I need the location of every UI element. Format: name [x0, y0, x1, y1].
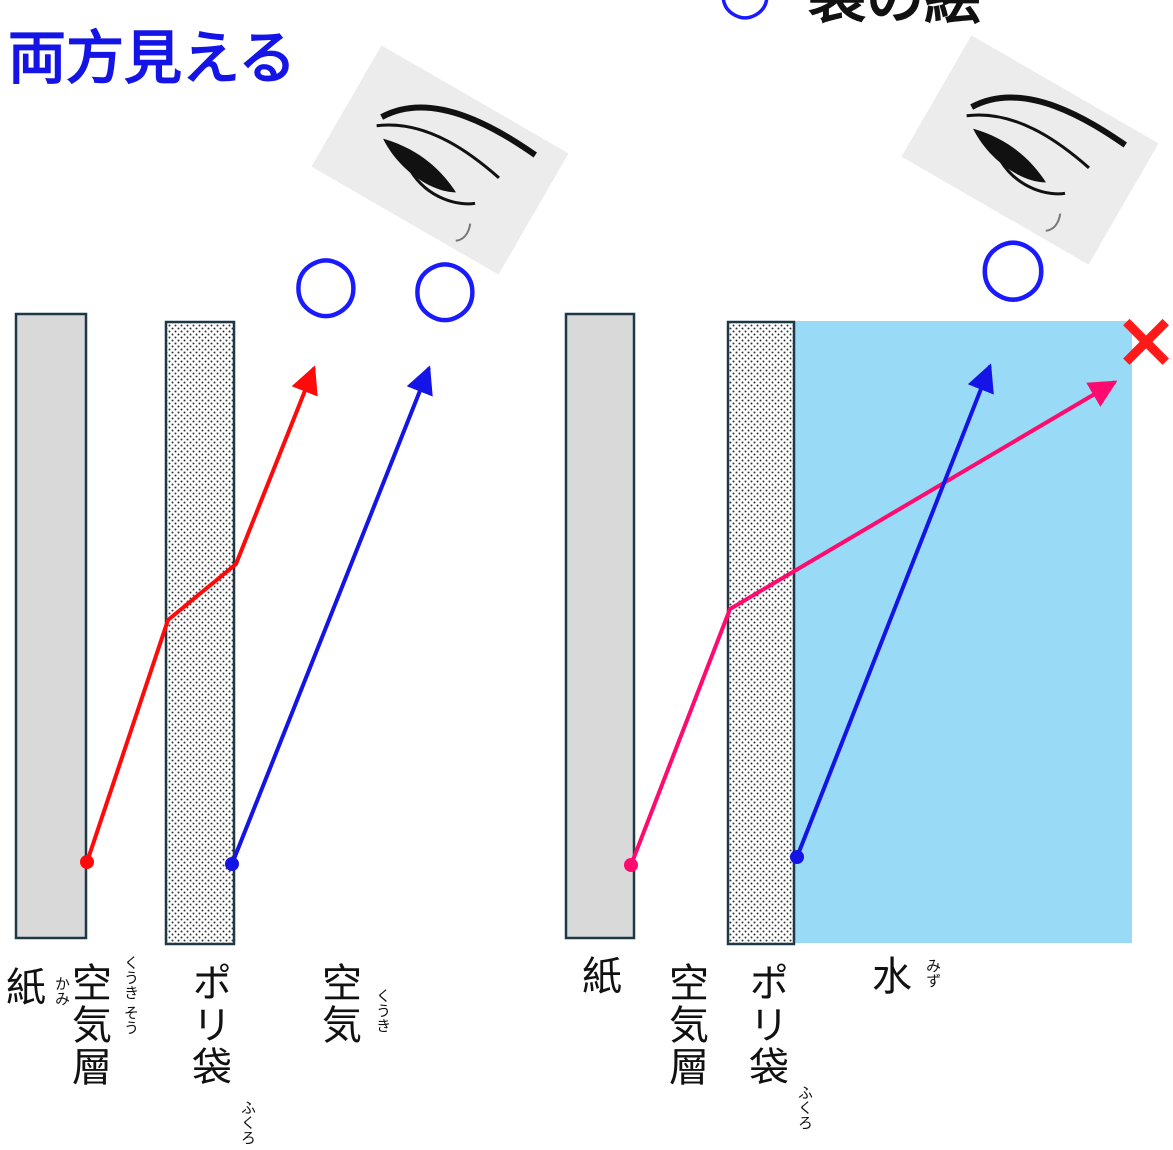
left-label-air: 空気	[315, 962, 361, 1046]
right-panel: ○ 袋の絵 ○ × 紙 空気層 ポリ袋 ふくろ 水 みず	[564, 0, 1173, 1130]
right-label-air-layer: 空気層	[662, 962, 708, 1088]
right-water-region	[794, 321, 1132, 943]
right-label-water: 水	[872, 954, 912, 1000]
left-ray-from-paper	[85, 365, 318, 863]
right-ray-from-bag	[795, 363, 994, 858]
right-ray-from-bag-origin	[790, 850, 804, 864]
right-heading-mark: ○	[718, 0, 772, 27]
left-label-paper: 紙	[6, 965, 46, 1011]
right-heading: 袋の絵	[807, 0, 982, 32]
left-ray-from-bag	[230, 365, 433, 865]
right-cross-mark: ×	[1113, 295, 1173, 385]
left-ray-from-bag-origin	[225, 857, 239, 871]
left-label-air-layer: 空気層	[65, 962, 111, 1088]
right-paper-slab	[564, 312, 636, 940]
left-label-poly-bag-ruby: ふくろ	[239, 1100, 257, 1145]
left-ray-from-paper-origin	[80, 855, 94, 869]
eye-icon	[311, 45, 569, 275]
left-panel: 両方見える ○ ○ 紙 かみ 空気層 くうき そう ポリ袋 ふくろ 空気 くうき	[6, 24, 569, 1145]
left-label-poly-bag: ポリ袋	[185, 962, 232, 1088]
right-ray-from-paper-origin	[624, 858, 638, 872]
right-label-poly-bag-ruby: ふくろ	[796, 1085, 814, 1130]
left-label-air-ruby: くうき	[374, 988, 392, 1033]
left-label-paper-ruby: かみ	[53, 976, 71, 1006]
left-eye-circle-b: ○	[411, 241, 479, 331]
left-paper-slab	[14, 312, 88, 940]
left-label-air-layer-ruby: くうき そう	[122, 955, 140, 1035]
right-label-paper: 紙	[582, 954, 622, 1000]
right-eye-circle: ○	[978, 218, 1048, 311]
left-heading: 両方見える	[8, 24, 296, 92]
left-eye-circle-a: ○	[292, 237, 360, 327]
eye-icon	[901, 35, 1159, 265]
right-label-water-ruby: みず	[924, 958, 942, 988]
right-bag-slab	[726, 320, 796, 946]
left-bag-slab	[164, 320, 236, 946]
right-label-poly-bag: ポリ袋	[742, 962, 789, 1088]
right-ray-from-paper	[629, 380, 1118, 866]
